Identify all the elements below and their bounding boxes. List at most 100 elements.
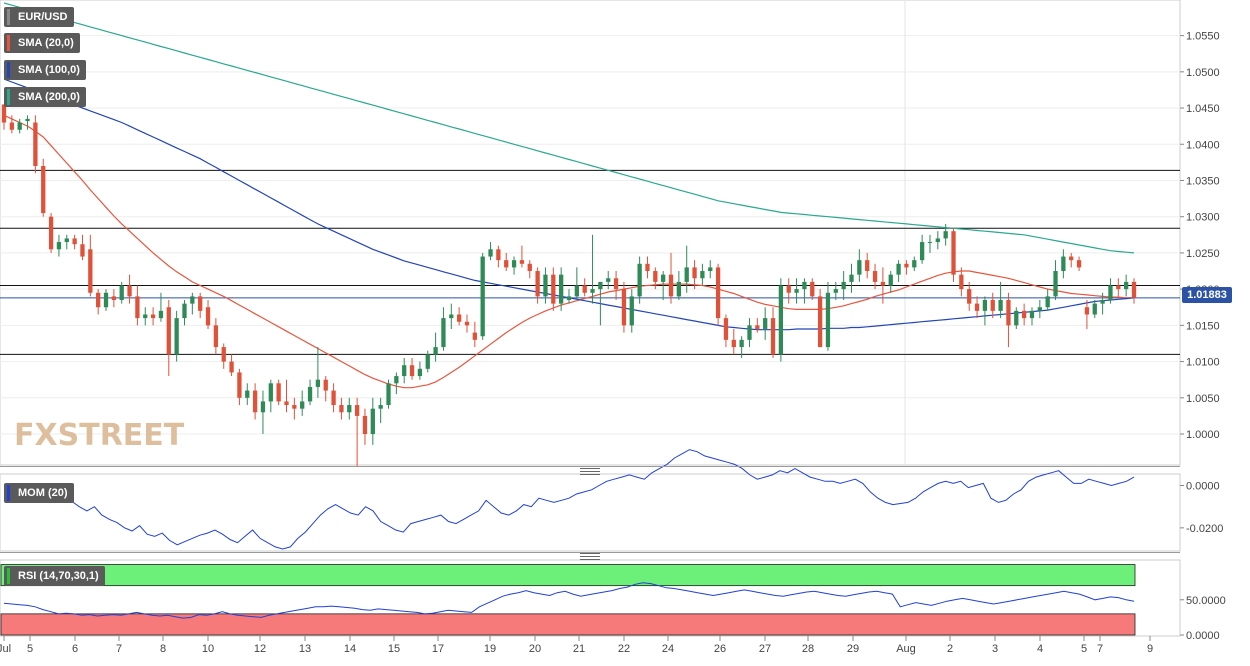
candle-body [1029, 310, 1035, 319]
candle-body [362, 415, 368, 435]
legend-sma20-swatch [7, 35, 10, 51]
candle-body [370, 408, 375, 435]
price-panel-frame [0, 0, 1181, 466]
candle-body [1069, 256, 1074, 261]
candle-body [315, 379, 321, 387]
candle-body [794, 289, 799, 293]
candle-body [661, 274, 666, 282]
candle-body [637, 263, 642, 297]
candle-body [464, 321, 470, 326]
candle-body [833, 289, 838, 293]
candle-body [951, 231, 956, 275]
x-tick-label: 26 [714, 643, 726, 655]
candle-body [260, 401, 266, 413]
candle-body [770, 318, 776, 355]
x-tick-label: 13 [299, 643, 311, 655]
x-tick-label: 27 [759, 643, 771, 655]
rsi-y-tick-label: 50.0000 [1186, 595, 1226, 607]
candle-body [300, 401, 305, 409]
legend-sma200-label: SMA (200,0) [18, 91, 80, 103]
candle-body [872, 271, 878, 282]
candle-body [896, 263, 901, 275]
candle-body [810, 281, 815, 297]
price-y-tick-label: 1.0450 [1186, 103, 1220, 115]
rsi-overbought-band [0, 564, 1136, 587]
candle-body [598, 281, 603, 290]
x-tick-label: 12 [254, 643, 266, 655]
panel-divider-rsi [0, 552, 1180, 553]
candle-body [441, 318, 446, 348]
candle-body [927, 242, 933, 244]
legend-rsi-label: RSI (14,70,30,1) [18, 570, 99, 582]
x-tick-label: 8 [160, 643, 166, 655]
resize-handle-mom[interactable] [580, 468, 600, 475]
x-tick-label: 5 [27, 643, 33, 655]
candle-body [967, 289, 972, 304]
candle-body [119, 285, 124, 301]
candle-body [229, 361, 234, 373]
candle-body [747, 325, 752, 340]
mom-panel-frame [0, 473, 1181, 552]
candle-body [613, 278, 619, 290]
candle-body [849, 274, 854, 282]
price-y-tick-label: 1.0300 [1186, 212, 1220, 224]
candle-body [394, 376, 399, 384]
x-tick-label: Jul [0, 643, 11, 655]
candle-body [778, 285, 784, 355]
x-tick-label: 24 [662, 643, 674, 655]
candle-body [33, 122, 38, 166]
candle-body [684, 267, 689, 282]
mom-y-tick-label: 0.0000 [1186, 481, 1220, 493]
legend-sma100[interactable]: SMA (100,0) [4, 60, 86, 80]
price-y-tick-label: 1.0500 [1186, 67, 1220, 79]
legend-symbol[interactable]: EUR/USD [4, 7, 74, 27]
last-price-badge: 1.01883 [1182, 287, 1232, 303]
candle-body [472, 332, 477, 340]
legend-sma20[interactable]: SMA (20,0) [4, 33, 80, 53]
candle-body [582, 285, 587, 293]
candle-body [904, 263, 909, 268]
candle-body [888, 274, 893, 286]
candle-body [41, 165, 46, 214]
candle-body [527, 263, 532, 272]
legend-rsi[interactable]: RSI (14,70,30,1) [4, 566, 105, 586]
x-tick-label: 19 [484, 643, 496, 655]
price-y-tick-label: 1.0250 [1186, 248, 1220, 260]
candle-body [488, 249, 493, 257]
candle-body [959, 274, 964, 290]
legend-sma200-swatch [7, 89, 10, 105]
candle-body [245, 390, 250, 398]
resize-handle-rsi[interactable] [580, 553, 600, 560]
candle-body [17, 122, 22, 130]
legend-sma100-label: SMA (100,0) [18, 64, 80, 76]
candle-body [103, 292, 109, 308]
legend-sma200[interactable]: SMA (200,0) [4, 87, 86, 107]
candle-body [425, 354, 430, 369]
legend-mom[interactable]: MOM (20) [4, 483, 74, 503]
price-y-tick-label: 1.0050 [1186, 393, 1220, 405]
legend-mom-swatch [7, 485, 10, 501]
x-tick-label: 3 [992, 643, 998, 655]
price-y-tick-label: 1.0350 [1186, 175, 1220, 187]
candle-body [213, 325, 219, 348]
candle-body [668, 274, 674, 297]
candle-body [731, 339, 736, 348]
candle-body [56, 242, 62, 250]
candle-body [519, 260, 525, 264]
candle-body [1116, 285, 1121, 290]
candle-body [982, 300, 988, 311]
candle-body [64, 238, 69, 243]
price-y-tick-label: 1.0150 [1186, 320, 1220, 332]
candle-body [990, 300, 995, 311]
candle-body [606, 278, 611, 282]
candle-body [1124, 281, 1129, 290]
candle-body [817, 296, 823, 348]
candle-body [72, 238, 77, 245]
candle-body [480, 256, 485, 337]
candle-body [456, 314, 462, 322]
candle-body [166, 307, 171, 355]
candle-body [1108, 285, 1113, 301]
candle-body [88, 249, 93, 293]
candle-body [307, 386, 313, 402]
candle-body [417, 368, 423, 377]
